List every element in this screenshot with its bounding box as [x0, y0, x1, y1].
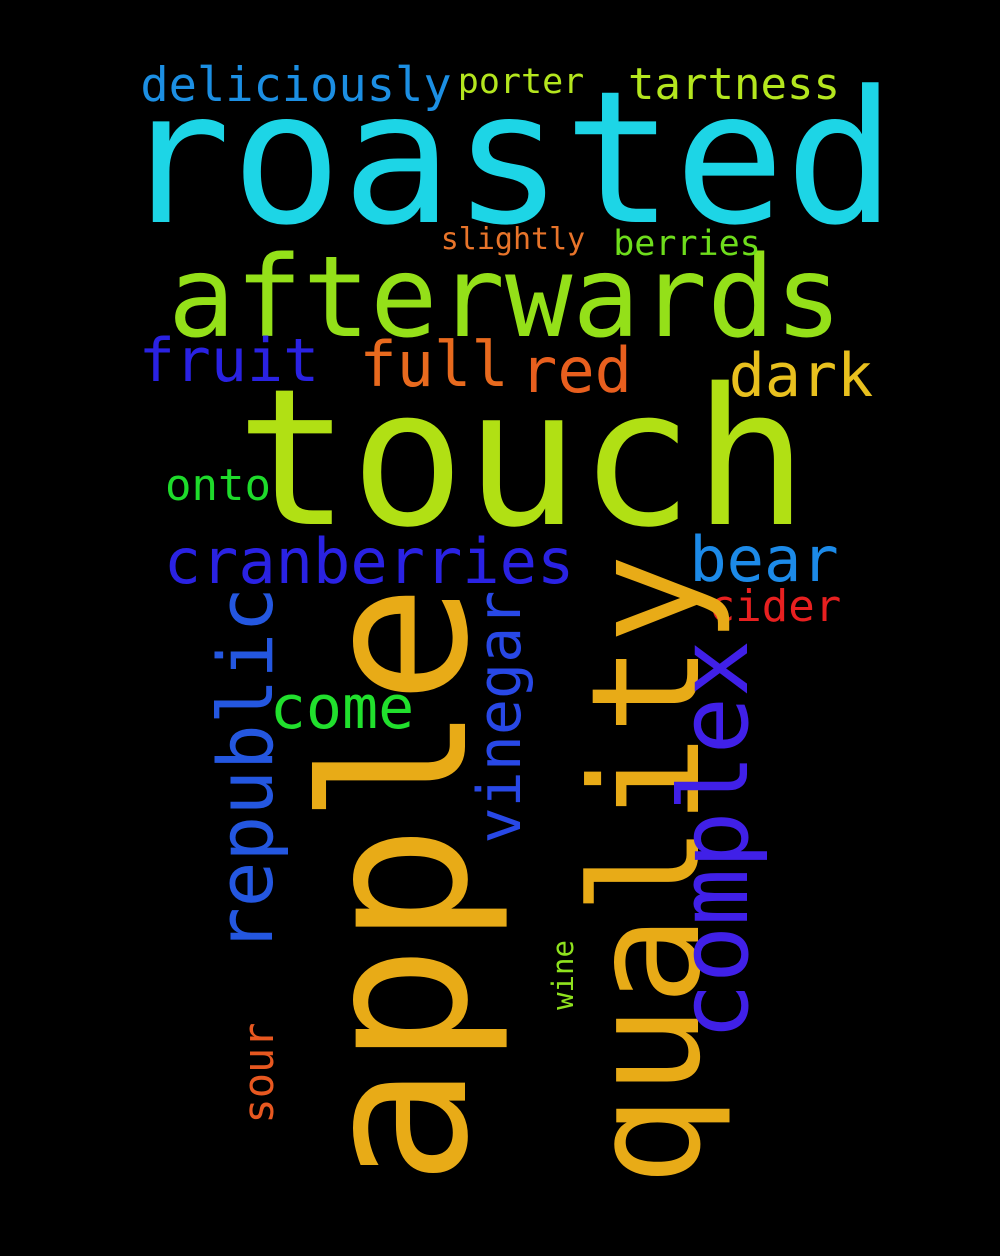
word-fruit: fruit — [139, 326, 320, 396]
word-onto: onto — [165, 460, 271, 511]
word-republic: republic — [201, 587, 290, 953]
word-red: red — [520, 334, 632, 407]
word-quality: quality — [560, 554, 734, 1186]
word-berries: berries — [613, 224, 761, 264]
word-tartness: tartness — [628, 59, 840, 110]
word-deliciously: deliciously — [140, 58, 451, 113]
word-bear: bear — [689, 523, 838, 596]
word-slightly: slightly — [441, 222, 586, 257]
word-touch: touch — [236, 348, 808, 569]
word-complex: complex — [660, 640, 770, 1040]
word-dark: dark — [729, 341, 874, 411]
word-porter: porter — [458, 62, 584, 102]
word-vinegar: vinegar — [465, 591, 535, 844]
word-afterwards: afterwards — [168, 233, 842, 363]
word-roasted: roasted — [120, 52, 895, 266]
word-wine: wine — [546, 940, 580, 1010]
word-cider: cider — [709, 581, 841, 632]
word-come: come — [270, 673, 415, 743]
word-full: full — [359, 328, 508, 401]
word-apple: apple — [280, 584, 513, 1186]
word-sour: sour — [234, 1022, 283, 1123]
word-cranberries: cranberries — [164, 525, 575, 598]
